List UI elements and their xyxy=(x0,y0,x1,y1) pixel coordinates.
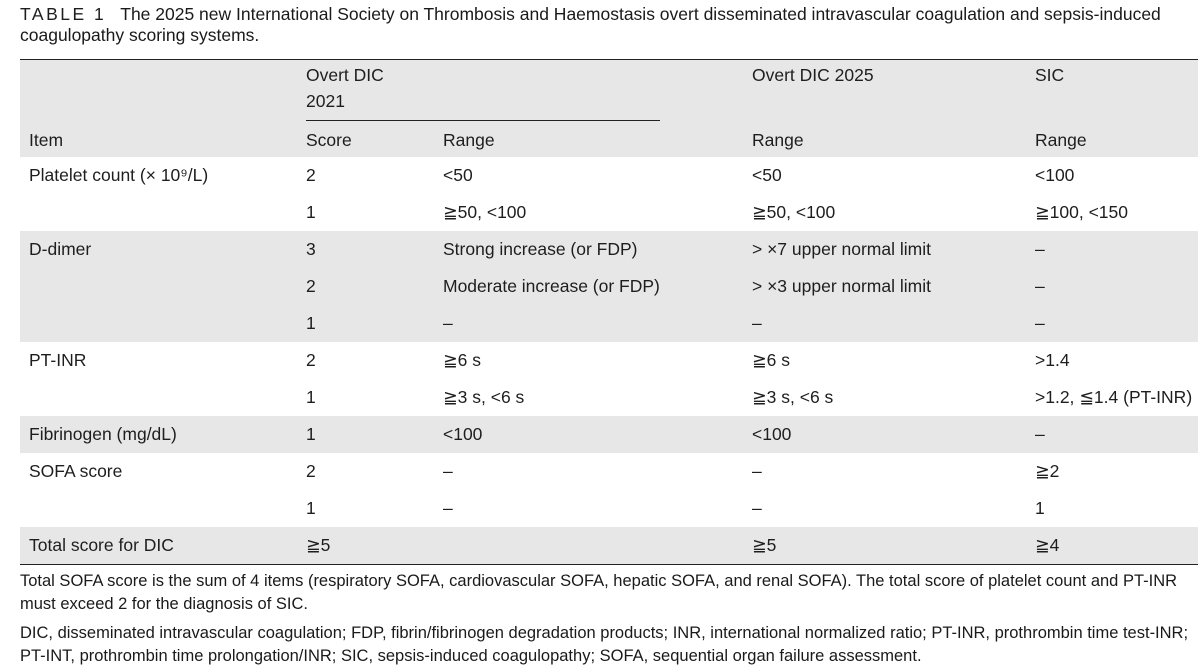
header-range-sic: Range xyxy=(1035,130,1087,150)
cell-item: Total score for DIC xyxy=(29,535,174,555)
table-row: Total score for DIC ≧5 ≧5 ≧4 xyxy=(20,527,1198,564)
table-row: 1 – – – xyxy=(20,305,1198,342)
cell-score: 2 xyxy=(306,276,316,296)
cell-item: D-dimer xyxy=(29,239,92,259)
cell-range-sic: ≧100, <150 xyxy=(1035,202,1129,222)
cell-range-2025: > ×7 upper normal limit xyxy=(752,239,931,259)
cell-score: 1 xyxy=(306,498,316,518)
table-header: Overt DIC 2021 Overt DIC 2025 SIC Item S… xyxy=(20,59,1198,157)
cell-score: 2 xyxy=(306,165,316,185)
cell-range-sic: – xyxy=(1035,313,1045,333)
cell-range-sic: – xyxy=(1035,276,1045,296)
cell-range-sic: – xyxy=(1035,424,1045,444)
table-row: 1 ≧50, <100 ≧50, <100 ≧100, <150 xyxy=(20,194,1198,231)
table-row: 1 – – 1 xyxy=(20,490,1198,527)
header-group-overt-dic-2021: Overt DIC 2021 xyxy=(306,65,384,111)
cell-score: 1 xyxy=(306,387,316,407)
cell-range-2025: ≧3 s, <6 s xyxy=(752,387,834,407)
cell-range-2025: <100 xyxy=(752,424,792,444)
table-bottom-rule xyxy=(20,564,1198,565)
header-range-2025: Range xyxy=(752,130,804,150)
cell-range-sic: >1.2, ≦1.4 (PT-INR) xyxy=(1035,387,1193,407)
table-row: Fibrinogen (mg/dL) 1 <100 <100 – xyxy=(20,416,1198,453)
cell-item: PT-INR xyxy=(29,350,87,370)
cell-range-2021: Strong increase (or FDP) xyxy=(443,239,638,259)
header-group-sic: SIC xyxy=(1035,65,1065,85)
cell-range-2025: ≧50, <100 xyxy=(752,202,836,222)
table-title: The 2025 new International Society on Th… xyxy=(20,4,1161,45)
cell-range-sic: ≧2 xyxy=(1035,461,1060,481)
cell-score: ≧5 xyxy=(306,535,331,555)
cell-range-2021: ≧50, <100 xyxy=(443,202,527,222)
header-score: Score xyxy=(306,130,352,150)
footnote-abbreviations: DIC, disseminated intravascular coagulat… xyxy=(20,624,1189,665)
cell-range-2021: Moderate increase (or FDP) xyxy=(443,276,660,296)
cell-range-2025: ≧5 xyxy=(752,535,777,555)
cell-range-2025: – xyxy=(752,498,762,518)
cell-score: 1 xyxy=(306,202,316,222)
table-caption: TABLE 1 The 2025 new International Societ… xyxy=(20,4,1190,46)
cell-range-2025: > ×3 upper normal limit xyxy=(752,276,931,296)
header-item: Item xyxy=(29,130,64,150)
cell-range-sic: ≧4 xyxy=(1035,535,1060,555)
cell-range-2025: <50 xyxy=(752,165,782,185)
cell-range-2021: ≧6 s xyxy=(443,350,482,370)
cell-range-2021: <50 xyxy=(443,165,473,185)
cell-range-2025: – xyxy=(752,313,762,333)
table-row: 1 ≧3 s, <6 s ≧3 s, <6 s >1.2, ≦1.4 (PT-I… xyxy=(20,379,1198,416)
cell-score: 3 xyxy=(306,239,316,259)
cell-range-2021: ≧3 s, <6 s xyxy=(443,387,525,407)
cell-range-sic: 1 xyxy=(1035,498,1045,518)
cell-item: Fibrinogen (mg/dL) xyxy=(29,424,177,444)
table-label: TABLE 1 xyxy=(20,4,107,24)
cell-range-sic: >1.4 xyxy=(1035,350,1070,370)
header-group-overt-dic-2025: Overt DIC 2025 xyxy=(752,65,874,85)
cell-item: SOFA score xyxy=(29,461,123,481)
footnote-sofa: Total SOFA score is the sum of 4 items (… xyxy=(20,572,1178,613)
cell-range-2025: ≧6 s xyxy=(752,350,791,370)
cell-range-sic: – xyxy=(1035,239,1045,259)
cell-range-2025: – xyxy=(752,461,762,481)
cell-score: 2 xyxy=(306,350,316,370)
cell-range-2021: – xyxy=(443,498,453,518)
cell-item: Platelet count (× 10⁹/L) xyxy=(29,165,209,185)
table-row: Platelet count (× 10⁹/L) 2 <50 <50 <100 xyxy=(20,157,1198,194)
table-row: D-dimer 3 Strong increase (or FDP) > ×7 … xyxy=(20,231,1198,268)
cell-range-2021: <100 xyxy=(443,424,483,444)
scoring-table: Overt DIC 2021 Overt DIC 2025 SIC Item S… xyxy=(20,59,1198,565)
header-group-rule xyxy=(306,120,660,121)
table-body: Platelet count (× 10⁹/L) 2 <50 <50 <100 … xyxy=(20,157,1198,564)
cell-range-2021: – xyxy=(443,313,453,333)
cell-range-2021: – xyxy=(443,461,453,481)
cell-range-sic: <100 xyxy=(1035,165,1075,185)
cell-score: 1 xyxy=(306,424,316,444)
header-range-2021: Range xyxy=(443,130,495,150)
table-row: 2 Moderate increase (or FDP) > ×3 upper … xyxy=(20,268,1198,305)
cell-score: 1 xyxy=(306,313,316,333)
cell-score: 2 xyxy=(306,461,316,481)
table-row: SOFA score 2 – – ≧2 xyxy=(20,453,1198,490)
table-row: PT-INR 2 ≧6 s ≧6 s >1.4 xyxy=(20,342,1198,379)
